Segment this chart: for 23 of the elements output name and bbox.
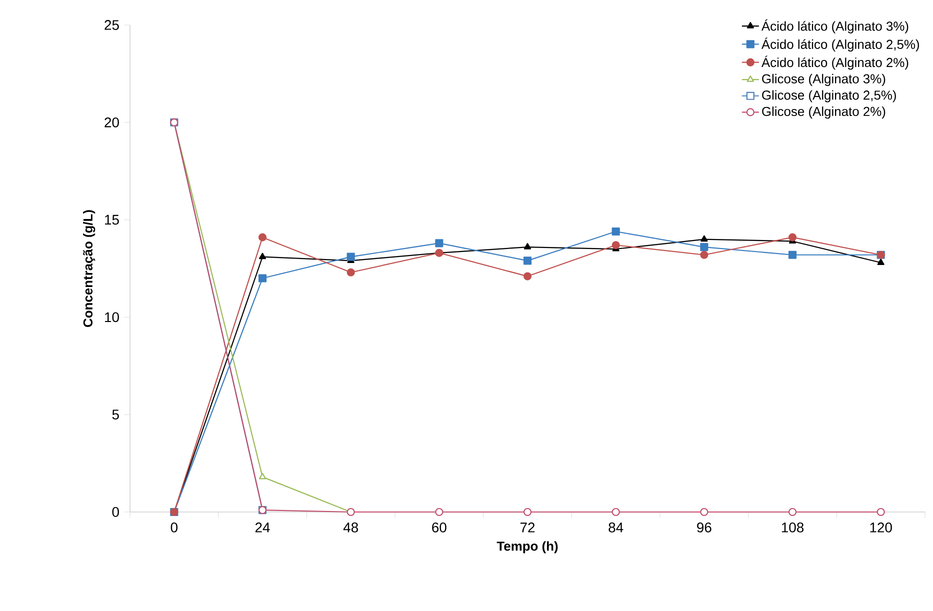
x-tick-label: 120 — [870, 522, 892, 532]
x-tick-label: 108 — [782, 522, 804, 532]
x-tick-label: 60 — [432, 522, 446, 532]
x-tick-label: 24 — [255, 522, 270, 532]
y-tick-label: 15 — [105, 214, 119, 225]
legend-label: Ácido lático (Alginato 2%) — [761, 56, 908, 70]
y-tick-label: 0 — [112, 507, 119, 517]
y-tick-label: 25 — [104, 20, 119, 30]
y-tick-label: 20 — [104, 117, 119, 128]
y-axis-title: Concentração (g/L) — [83, 210, 96, 327]
legend-label: Glicose (Alginato 3%) — [762, 74, 886, 86]
x-tick-label: 96 — [697, 522, 712, 532]
legend-label: Glicose (Alginato 2%) — [762, 106, 886, 119]
y-tick-label: 5 — [112, 410, 119, 420]
x-tick-label: 72 — [520, 522, 535, 532]
x-tick-label: 84 — [608, 522, 624, 532]
x-tick-label: 48 — [343, 522, 358, 532]
x-tick-label: 0 — [170, 522, 178, 532]
x-axis-title: Tempo (h) — [496, 541, 558, 554]
legend-label: Ácido lático (Alginato 2,5%) — [761, 38, 919, 52]
legend-label: Ácido lático (Alginato 3%) — [761, 19, 908, 34]
legend-label: Glicose (Alginato 2,5%) — [762, 90, 896, 102]
y-tick-label: 10 — [105, 312, 119, 322]
